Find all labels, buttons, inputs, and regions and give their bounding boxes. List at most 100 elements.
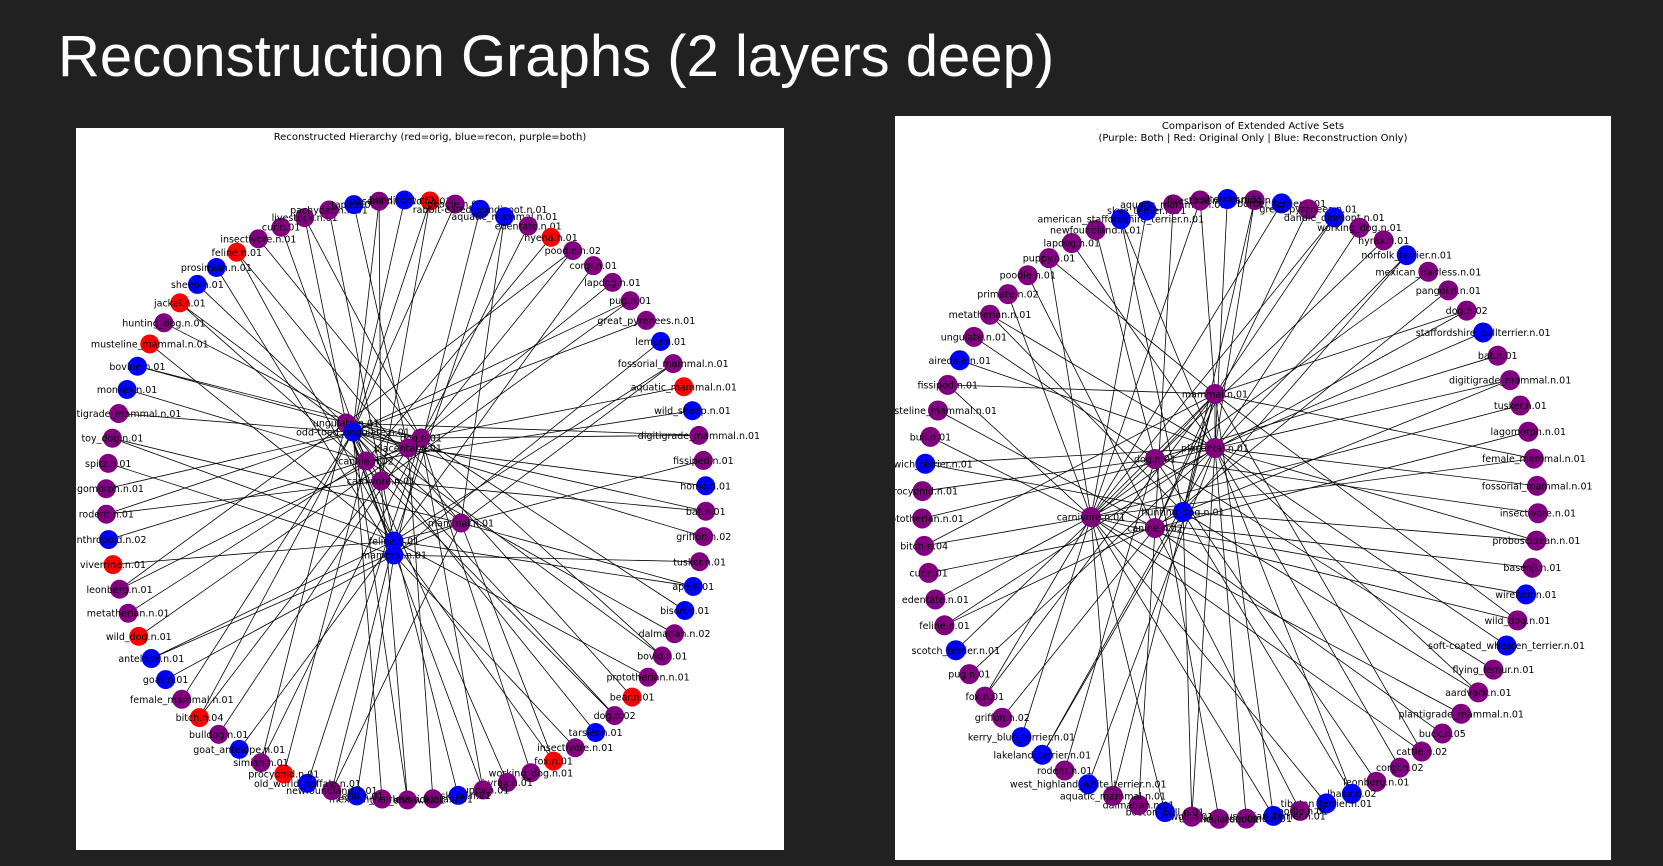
edge bbox=[1090, 310, 1467, 518]
ring-node: prosimian.n.01 bbox=[181, 258, 252, 278]
node-recon bbox=[1011, 727, 1032, 748]
ring-node: proboscidean.n.01 bbox=[1492, 530, 1580, 551]
edge bbox=[460, 522, 554, 762]
node-label: feline.n.01 bbox=[369, 537, 419, 548]
node-both bbox=[1411, 741, 1432, 762]
ring-node: feline.n.01 bbox=[212, 242, 262, 262]
edge bbox=[1214, 227, 1360, 449]
ring-node: aquatic_mammal.n.01 bbox=[631, 377, 737, 397]
ring-node: rabbit-eared_bandicoot.n.01 bbox=[413, 199, 548, 219]
edge bbox=[1214, 447, 1401, 768]
ring-node: spitz.n.01 bbox=[85, 453, 131, 473]
node-label: antelope.n.01 bbox=[118, 654, 184, 665]
ring-node: cattle.n.02 bbox=[1396, 741, 1447, 762]
ring-node: fox.n.01 bbox=[966, 686, 1004, 707]
node-recon bbox=[1496, 635, 1517, 656]
node-recon bbox=[117, 380, 137, 400]
ring-node: bitch.n.04 bbox=[176, 708, 223, 728]
ring-node: lhasa.n.02 bbox=[1327, 783, 1377, 804]
node-label: wirehair.n.01 bbox=[1495, 590, 1557, 601]
node-label: old_world_buffalo.n.01 bbox=[254, 779, 361, 790]
hub-node: canine.n.02 bbox=[1127, 518, 1183, 538]
ring-node: poodle.n.01 bbox=[427, 194, 483, 214]
node-label: bovine.n.01 bbox=[109, 362, 165, 373]
node-label: mexican_hairless.n.01 bbox=[1375, 267, 1481, 278]
edge bbox=[1112, 393, 1216, 796]
node-label: working_dog.n.01 bbox=[489, 768, 573, 779]
ring-node: poodle.n.01 bbox=[1000, 265, 1056, 286]
ring-node: rodent.n.01 bbox=[1037, 760, 1092, 781]
node-both bbox=[445, 194, 465, 214]
edge bbox=[1214, 310, 1467, 395]
node-both bbox=[925, 589, 946, 610]
node-label: mammal.n.01 bbox=[361, 551, 427, 562]
node-label: lapdog.n.01 bbox=[1044, 239, 1101, 250]
edge bbox=[345, 422, 462, 524]
node-label: homo.n.01 bbox=[680, 481, 731, 492]
ring-node: plantigrade_mammal.n.01 bbox=[76, 404, 181, 424]
edge bbox=[944, 511, 1184, 626]
node-both bbox=[927, 400, 948, 421]
edge bbox=[989, 314, 1184, 513]
ring-node: goat_antelope.n.01 bbox=[193, 739, 285, 759]
node-label: wild_sheep.n.01 bbox=[654, 406, 731, 417]
ring-node: fissiped.n.01 bbox=[917, 374, 978, 395]
node-label: bear.n.01 bbox=[610, 693, 655, 704]
ring-node: livestock.n.01 bbox=[272, 208, 338, 228]
node-label: great_pyrenees.n.01 bbox=[597, 316, 695, 327]
edge bbox=[236, 252, 462, 524]
edge bbox=[460, 522, 694, 587]
edge bbox=[1027, 275, 1156, 529]
node-label: goat_antelope.n.01 bbox=[193, 745, 285, 756]
node-both bbox=[423, 789, 443, 809]
node-recon bbox=[99, 530, 119, 550]
ring-node: bitch.n.04 bbox=[900, 535, 948, 556]
edge bbox=[955, 458, 1156, 651]
ring-node: working_dog.n.01 bbox=[489, 763, 573, 783]
node-label: griffon.n.02 bbox=[975, 713, 1030, 724]
node-label: bullterrier.n.01 bbox=[1192, 195, 1262, 206]
ring-node: griffon.n.02 bbox=[975, 707, 1030, 728]
node-label: puppy.n.01 bbox=[1023, 254, 1076, 265]
node-label: bandicoot.n.01 bbox=[369, 196, 440, 207]
node-both bbox=[369, 191, 389, 211]
node-recon bbox=[1473, 322, 1494, 343]
ring-node: basenji.n.01 bbox=[1503, 557, 1561, 578]
edge bbox=[973, 336, 1156, 460]
edge bbox=[393, 554, 576, 748]
node-label: tapir.n.01 bbox=[331, 200, 376, 211]
node-orig bbox=[103, 555, 123, 575]
edge bbox=[393, 216, 505, 542]
node-orig bbox=[227, 242, 247, 262]
node-recon bbox=[384, 545, 404, 565]
edge bbox=[365, 410, 693, 462]
node-label: leonberg.n.01 bbox=[1343, 777, 1409, 788]
node-label: aquatic_mammal.n.01 bbox=[1120, 200, 1226, 211]
node-both bbox=[102, 428, 122, 448]
node-label: bovid.n.01 bbox=[637, 652, 687, 663]
ring-node: fox.n.01 bbox=[534, 751, 573, 771]
node-label: carnivore.n.01 bbox=[347, 477, 416, 488]
node-both bbox=[652, 646, 672, 666]
edge bbox=[365, 460, 675, 635]
node-label: dalmatian.n.02 bbox=[639, 629, 711, 640]
node-both bbox=[1290, 800, 1311, 821]
hub-node: mammal.n.01 bbox=[361, 545, 427, 565]
ring-node: mexican_hairless.n.01 bbox=[329, 789, 435, 809]
edge bbox=[1021, 516, 1092, 738]
ring-node: fossorial_mammal.n.01 bbox=[1482, 475, 1593, 496]
edge bbox=[989, 314, 1216, 449]
node-label: insectivore.n.01 bbox=[220, 234, 296, 245]
edge bbox=[1090, 516, 1462, 715]
node-both bbox=[1145, 449, 1165, 469]
ring-node: musk_ox.n.01 bbox=[425, 785, 491, 805]
node-label: fox.n.01 bbox=[534, 757, 573, 768]
node-recon bbox=[156, 670, 176, 690]
ring-node: digitigrade_mammal.n.01 bbox=[1449, 370, 1571, 391]
node-both bbox=[1366, 771, 1387, 792]
node-both bbox=[1451, 703, 1472, 724]
ring-node: airedale.n.01 bbox=[929, 350, 991, 371]
node-label: insectivore.n.01 bbox=[1500, 509, 1576, 520]
edge bbox=[1182, 511, 1479, 693]
node-label: poodle.n.01 bbox=[1000, 271, 1056, 282]
